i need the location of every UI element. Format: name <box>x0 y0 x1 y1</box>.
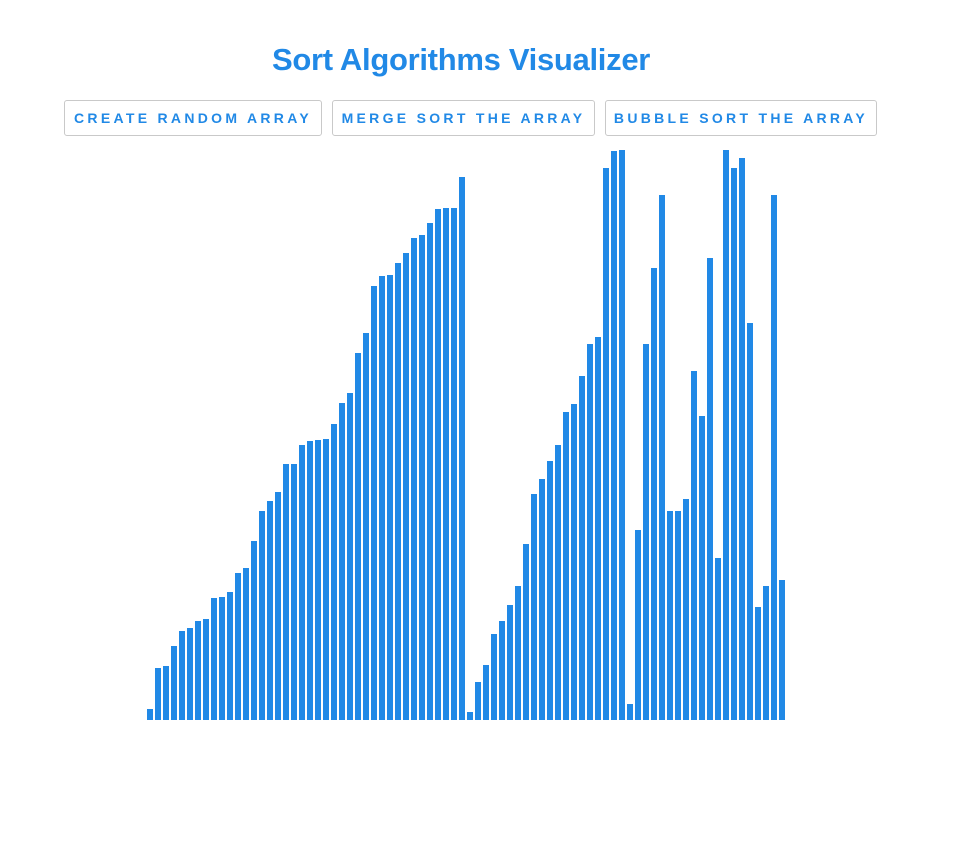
array-bar <box>267 501 273 720</box>
array-bar <box>507 605 513 720</box>
array-bar <box>203 619 209 720</box>
array-bar <box>651 268 657 720</box>
array-bar <box>603 168 609 720</box>
array-bar <box>387 275 393 720</box>
array-bar <box>435 209 441 720</box>
array-bar <box>171 646 177 720</box>
array-bar <box>747 323 753 720</box>
array-bar <box>339 403 345 720</box>
array-bar <box>707 258 713 720</box>
array-bar <box>275 492 281 720</box>
array-bar <box>571 404 577 720</box>
array-bar <box>211 598 217 720</box>
array-bar <box>627 704 633 720</box>
array-bar <box>715 558 721 720</box>
create-random-array-button[interactable]: CREATE RANDOM ARRAY <box>64 100 322 136</box>
array-bar <box>739 158 745 720</box>
array-bar <box>675 511 681 720</box>
array-bar <box>619 150 625 720</box>
array-bars-container <box>147 150 787 720</box>
array-bar <box>179 631 185 720</box>
array-bar <box>683 499 689 720</box>
array-bar <box>195 621 201 720</box>
array-bar <box>643 344 649 720</box>
array-bar <box>547 461 553 720</box>
array-bar <box>611 151 617 720</box>
array-bar <box>771 195 777 720</box>
array-bar <box>307 441 313 720</box>
array-bar <box>419 235 425 720</box>
array-bar <box>451 208 457 720</box>
array-bar <box>731 168 737 720</box>
array-bar <box>379 276 385 720</box>
array-bar <box>539 479 545 720</box>
array-bar <box>667 511 673 720</box>
array-bar <box>227 592 233 720</box>
bubble-sort-button[interactable]: BUBBLE SORT THE ARRAY <box>605 100 877 136</box>
array-bar <box>155 668 161 720</box>
array-bar <box>235 573 241 720</box>
array-bar <box>251 541 257 720</box>
array-bar <box>491 634 497 720</box>
array-bar <box>555 445 561 720</box>
array-bar <box>595 337 601 720</box>
array-bar <box>579 376 585 720</box>
array-bar <box>371 286 377 720</box>
array-bar <box>315 440 321 720</box>
merge-sort-button[interactable]: MERGE SORT THE ARRAY <box>332 100 595 136</box>
page-title: Sort Algorithms Visualizer <box>271 42 651 77</box>
array-bar <box>523 544 529 720</box>
array-bar <box>563 412 569 720</box>
array-bar <box>219 597 225 720</box>
array-bar <box>699 416 705 720</box>
array-bar <box>531 494 537 720</box>
array-bar <box>659 195 665 720</box>
array-bar <box>691 371 697 720</box>
array-bar <box>755 607 761 720</box>
array-bar <box>459 177 465 720</box>
array-bar <box>427 223 433 720</box>
array-bar <box>467 712 473 720</box>
array-bar <box>403 253 409 720</box>
array-bar <box>635 530 641 720</box>
array-bar <box>187 628 193 720</box>
array-bar <box>475 682 481 720</box>
array-bar <box>291 464 297 720</box>
array-bar <box>483 665 489 720</box>
array-bar <box>411 238 417 720</box>
array-bar <box>779 580 785 720</box>
array-bar <box>347 393 353 720</box>
array-bar <box>355 353 361 720</box>
array-bar <box>587 344 593 720</box>
array-bar <box>395 263 401 720</box>
array-bar <box>259 511 265 720</box>
array-bar <box>323 439 329 720</box>
array-bar <box>723 150 729 720</box>
array-bar <box>499 621 505 720</box>
array-bar <box>283 464 289 720</box>
array-bar <box>243 568 249 720</box>
array-bar <box>443 208 449 720</box>
array-bar <box>763 586 769 720</box>
array-bar <box>331 424 337 720</box>
array-bar <box>363 333 369 720</box>
array-bar <box>163 666 169 720</box>
array-bar <box>515 586 521 720</box>
array-bar <box>147 709 153 720</box>
array-bar <box>299 445 305 720</box>
